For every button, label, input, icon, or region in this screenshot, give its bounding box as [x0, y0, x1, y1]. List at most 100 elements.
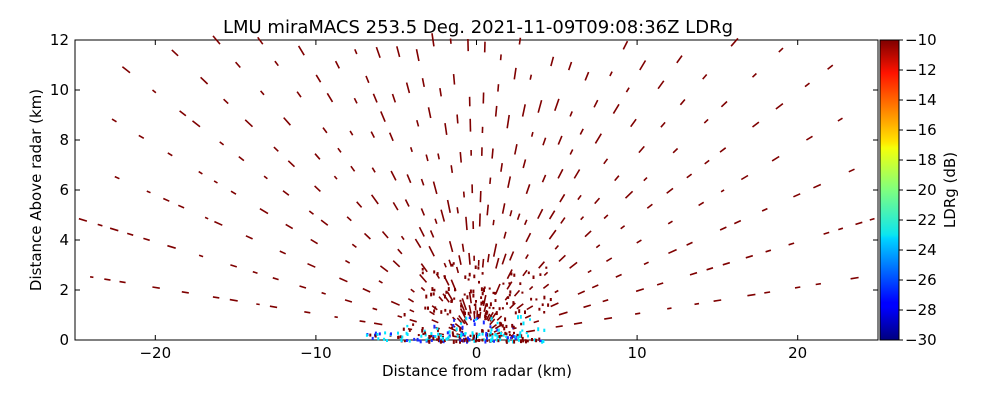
radar-return-streak — [489, 177, 492, 184]
radar-return-streak — [444, 122, 448, 136]
radar-return-pixel — [447, 335, 450, 339]
radar-return-pixel — [419, 339, 422, 344]
radar-return-streak — [558, 254, 566, 262]
radar-return-pixel — [503, 326, 506, 331]
radar-return-pixel — [479, 307, 482, 312]
radar-return-streak — [694, 302, 700, 306]
radar-return-pixel — [530, 297, 533, 301]
radar-return-streak — [428, 245, 435, 257]
radar-return-pixel — [473, 274, 476, 279]
radar-return-streak — [121, 66, 131, 74]
radar-return-streak — [530, 131, 534, 137]
radar-return-streak — [752, 121, 760, 128]
radar-return-streak — [850, 276, 859, 280]
radar-return-streak — [730, 37, 739, 47]
radar-return-pixel — [519, 331, 522, 335]
radar-return-pixel — [481, 329, 484, 334]
radar-return-streak — [283, 117, 292, 126]
radar-return-pixel — [506, 336, 509, 340]
radar-return-streak — [274, 60, 279, 67]
radar-return-streak — [560, 217, 566, 224]
radar-return-streak — [420, 286, 426, 292]
radar-return-streak — [344, 299, 353, 303]
radar-return-streak — [372, 307, 378, 311]
radar-return-streak — [478, 311, 482, 319]
radar-returns — [78, 33, 875, 344]
radar-return-streak — [362, 287, 371, 293]
radar-return-pixel — [513, 340, 516, 344]
radar-return-streak — [548, 229, 557, 240]
radar-return-streak — [577, 290, 586, 295]
radar-return-streak — [495, 257, 500, 269]
radar-return-pixel — [405, 339, 408, 342]
radar-return-streak — [415, 49, 420, 62]
radar-return-pixel — [489, 314, 492, 318]
radar-return-pixel — [520, 339, 522, 343]
radar-return-pixel — [489, 333, 492, 337]
radar-return-streak — [542, 283, 550, 290]
radar-return-pixel — [406, 324, 409, 328]
radar-return-pixel — [535, 338, 538, 343]
radar-return-pixel — [408, 328, 411, 332]
radar-return-streak — [720, 189, 725, 193]
radar-return-streak — [528, 285, 534, 291]
colorbar-gradient — [879, 39, 900, 341]
radar-return-streak — [371, 167, 376, 173]
radar-return-streak — [314, 185, 321, 192]
radar-return-streak — [126, 232, 134, 236]
radar-return-pixel — [397, 335, 400, 339]
radar-return-streak — [356, 201, 363, 208]
radar-return-streak — [614, 175, 620, 182]
radar-return-streak — [533, 320, 540, 324]
radar-return-streak — [429, 310, 435, 316]
radar-return-pixel — [529, 318, 531, 321]
radar-return-pixel — [481, 272, 484, 275]
radar-return-streak — [569, 149, 574, 155]
radar-return-streak — [745, 254, 754, 259]
radar-return-pixel — [434, 335, 437, 338]
radar-return-pixel — [520, 334, 523, 338]
radar-return-pixel — [437, 335, 440, 338]
radar-return-streak — [573, 321, 583, 325]
radar-return-pixel — [446, 313, 449, 316]
radar-return-streak — [463, 318, 469, 326]
radar-return-streak — [273, 146, 279, 152]
radar-return-pixel — [505, 340, 508, 344]
radar-return-pixel — [455, 339, 458, 344]
radar-return-streak — [230, 264, 238, 268]
radar-return-streak — [492, 219, 495, 226]
radar-return-pixel — [501, 307, 504, 310]
radar-return-pixel — [439, 334, 442, 338]
radar-return-streak — [143, 237, 150, 242]
radar-return-pixel — [474, 318, 477, 321]
radar-return-streak — [448, 259, 453, 267]
radar-return-streak — [526, 305, 534, 311]
radar-return-streak — [230, 190, 237, 195]
radar-return-pixel — [491, 333, 494, 336]
radar-return-streak — [234, 61, 241, 69]
radar-return-pixel — [521, 329, 524, 332]
radar-return-streak — [212, 296, 220, 299]
radar-return-pixel — [374, 334, 377, 338]
radar-return-streak — [775, 102, 784, 110]
radar-return-pixel — [494, 299, 497, 302]
radar-return-streak — [499, 54, 502, 61]
radar-return-pixel — [517, 335, 520, 339]
radar-return-streak — [636, 239, 642, 244]
radar-return-streak — [282, 190, 290, 196]
radar-return-pixel — [460, 304, 463, 308]
radar-return-pixel — [497, 328, 500, 332]
radar-return-pixel — [520, 322, 523, 326]
radar-return-pixel — [374, 331, 377, 335]
radar-return-pixel — [430, 338, 433, 342]
radar-return-pixel — [472, 337, 475, 340]
radar-return-streak — [392, 260, 401, 268]
radar-return-pixel — [446, 331, 449, 335]
radar-return-streak — [702, 73, 708, 80]
radar-return-pixel — [541, 340, 544, 344]
radar-return-pixel — [486, 303, 488, 307]
radar-return-pixel — [444, 294, 446, 299]
radar-return-pixel — [463, 339, 466, 342]
radar-return-streak — [594, 133, 602, 144]
radar-return-pixel — [386, 339, 388, 342]
